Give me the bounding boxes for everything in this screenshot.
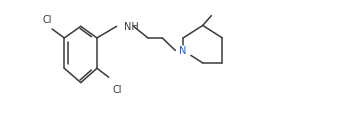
- Text: NH: NH: [124, 22, 139, 32]
- Text: Cl: Cl: [113, 85, 122, 95]
- Text: N: N: [180, 46, 187, 56]
- Text: Cl: Cl: [42, 14, 52, 24]
